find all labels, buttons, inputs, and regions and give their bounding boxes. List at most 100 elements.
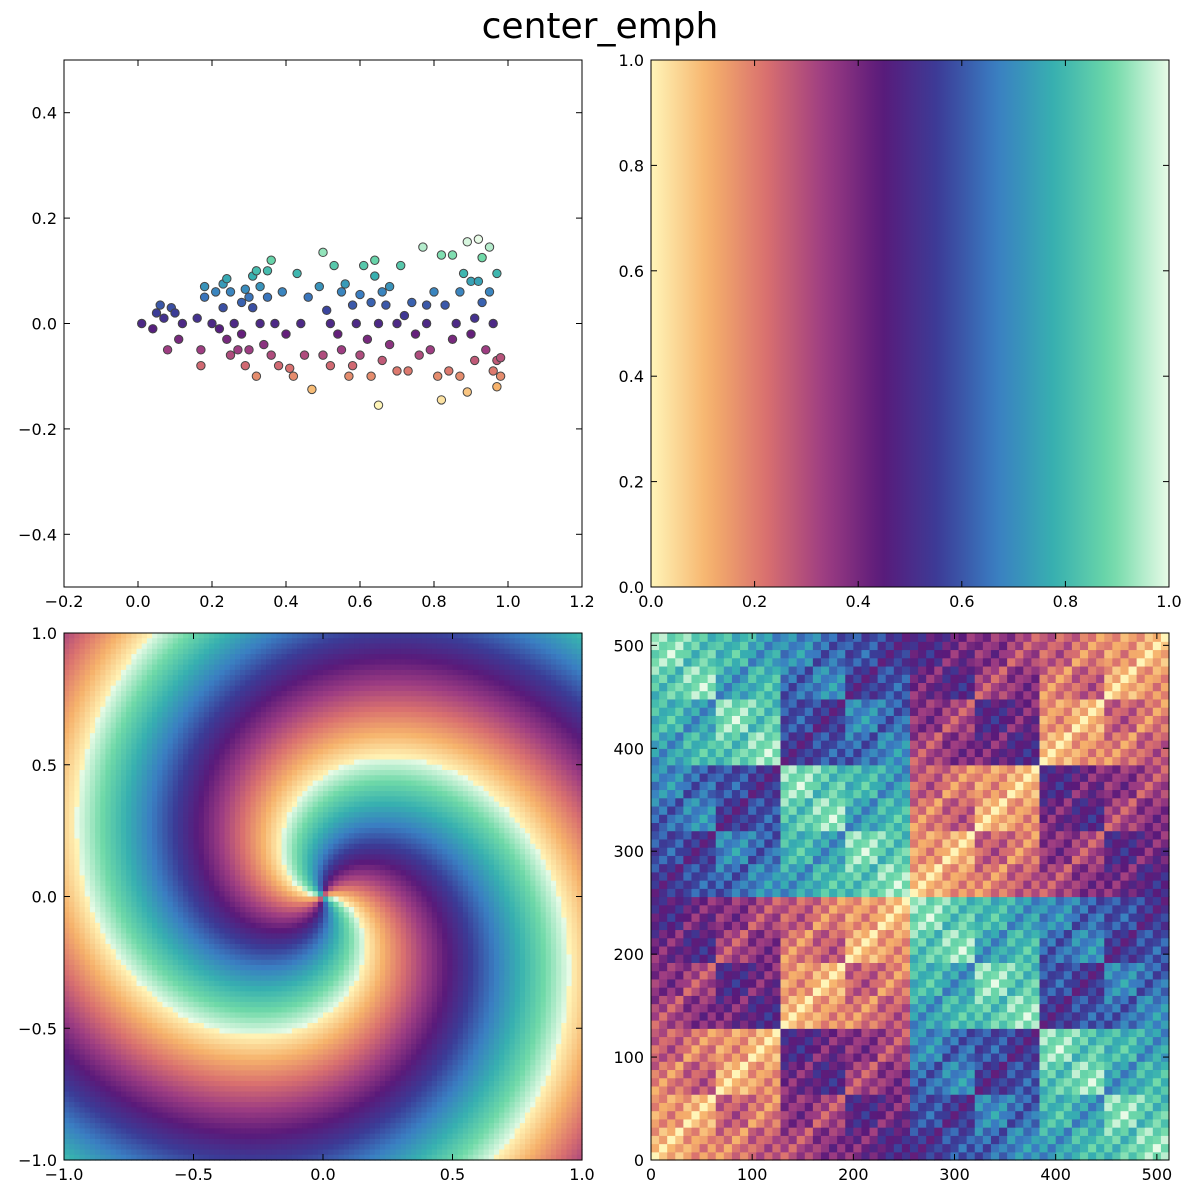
spiral-cell [457,759,464,766]
spiral-cell [250,859,257,866]
spiral-cell [95,875,101,882]
spiral-cell [286,801,293,808]
spiral-cell [152,833,158,840]
spiral-cell [400,785,407,792]
spiral-cell [421,712,428,718]
spiral-cell [219,854,226,861]
spiral-cell [400,806,407,813]
spiral-cell [271,791,277,797]
spiral-cell [291,827,298,834]
spiral-cell [556,754,562,761]
spiral-cell [146,817,153,824]
spiral-cell [431,669,438,676]
spiral-cell [369,754,376,761]
spiral-cell [162,770,169,776]
scatter-point [418,242,428,252]
spiral-cell [369,743,376,750]
spiral-cell [354,690,360,697]
spiral-cell [483,648,490,655]
spiral-cell [426,817,433,824]
spiral-cell [162,648,169,655]
spiral-cell [395,838,402,845]
scatter-point [314,281,324,292]
spiral-cell [286,680,293,687]
spiral-cell [504,638,511,645]
spiral-cell [240,817,246,824]
spiral-cell [411,738,417,745]
spiral-cell [266,717,272,724]
spiral-cell [550,638,557,645]
spiral-cell [550,643,557,650]
spiral-cell [509,648,516,655]
spiral-cell [369,770,376,776]
spiral-cell [266,827,272,834]
spiral-cell [493,859,500,866]
spiral-cell [509,838,516,845]
spiral-cell [203,859,210,866]
spiral-cell [519,712,526,718]
spiral-cell [566,822,573,829]
spiral-cell [343,827,350,834]
spiral-cell [405,875,412,882]
scatter-point [199,281,210,292]
spiral-cell [348,717,355,724]
spiral-cell [509,791,516,797]
spiral-cell [115,633,122,639]
spiral-cell [136,817,143,824]
spiral-cell [576,659,583,666]
spiral-cell [229,843,236,850]
spiral-cell [214,643,220,650]
spiral-cell [120,701,127,708]
spiral-cell [514,712,521,718]
spiral-cell [172,812,179,819]
spiral-cell [219,838,226,845]
spiral-cell [152,822,158,829]
spiral-cell [442,770,448,776]
spiral-cell [100,806,107,813]
spiral-cell [323,738,329,745]
spiral-cell [411,806,417,813]
spiral-cell [198,643,205,650]
spiral-cell [281,738,288,745]
spiral-cell [343,669,350,676]
spiral-cell [525,638,531,645]
spiral-cell [131,875,138,882]
spiral-cell [359,648,366,655]
spiral-cell [105,664,112,671]
spiral-cell [416,643,423,650]
spiral-cell [405,801,412,808]
spiral-cell [146,849,153,855]
spiral-cell [493,638,500,645]
spiral-cell [431,785,438,792]
spiral-cell [193,827,200,834]
spiral-cell [473,680,479,687]
spiral-cell [136,838,143,845]
spiral-cell [115,638,122,645]
spiral-cell [110,754,117,761]
spiral-cell [126,775,132,782]
spiral-cell [266,659,272,666]
spiral-cell [167,675,174,682]
spiral-cell [519,633,526,639]
spiral-cell [488,696,495,703]
spiral-cell [266,759,272,766]
spiral-cell [167,880,174,887]
spiral-cell [167,775,174,782]
spiral-cell [385,727,391,734]
spiral-cell [183,754,189,761]
spiral-cell [157,696,164,703]
spiral-cell [540,733,547,739]
spiral-cell [250,685,257,692]
spiral-cell [571,743,578,750]
spiral-cell [416,780,423,787]
spiral-cell [146,770,153,776]
spiral-cell [545,659,552,666]
spiral-cell [74,854,81,861]
spiral-cell [286,843,293,850]
spiral-cell [514,801,521,808]
spiral-cell [240,722,246,729]
spiral-cell [250,754,257,761]
spiral-cell [468,669,474,676]
spiral-cell [354,727,360,734]
scatter-point [336,287,347,297]
